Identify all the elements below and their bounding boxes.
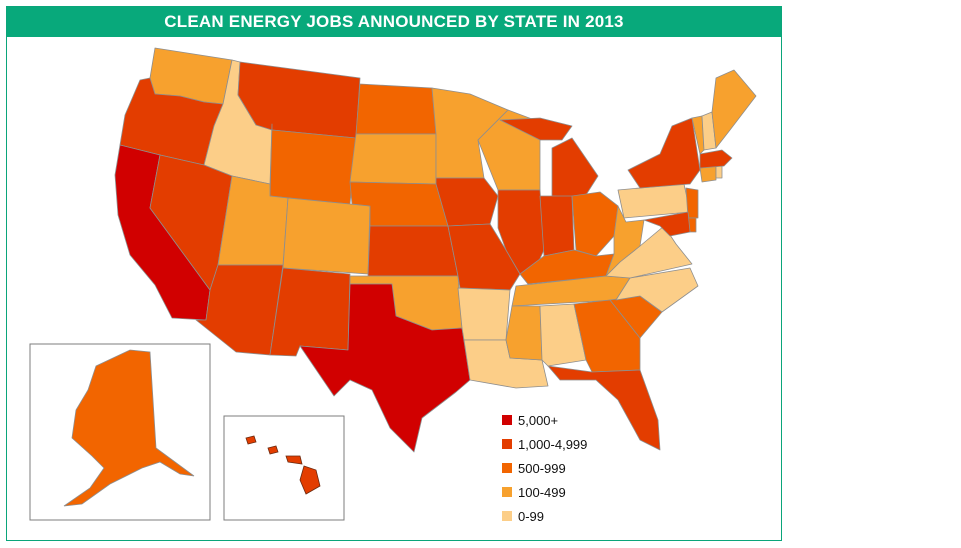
- state-tx: [299, 283, 471, 453]
- state-hi-big-island: [299, 465, 321, 495]
- state-ri: [715, 165, 723, 179]
- legend: 5,000+ 1,000-4,999 500-999 100-499 0-99: [502, 408, 587, 528]
- state-ky: [519, 249, 615, 285]
- state-hi-oahu: [267, 445, 279, 455]
- state-ny: [627, 117, 701, 189]
- state-me: [711, 69, 757, 149]
- state-ma: [699, 149, 733, 169]
- legend-label: 0-99: [518, 508, 545, 524]
- state-ct: [699, 165, 717, 183]
- legend-label: 100-499: [518, 484, 566, 500]
- legend-label: 500-999: [518, 460, 566, 476]
- state-nm: [269, 267, 351, 357]
- hawaii-inset: [223, 415, 345, 521]
- state-hi-kauai: [245, 435, 257, 445]
- legend-item: 5,000+: [502, 408, 587, 432]
- state-oh: [571, 191, 619, 257]
- state-hi-maui: [285, 455, 303, 465]
- legend-label: 5,000+: [518, 412, 559, 428]
- state-wv: [605, 205, 645, 277]
- state-co: [282, 197, 371, 275]
- state-ms: [505, 305, 543, 361]
- map-title: CLEAN ENERGY JOBS ANNOUNCED BY STATE IN …: [7, 7, 781, 37]
- state-al: [539, 303, 587, 367]
- state-fl: [547, 365, 661, 451]
- legend-swatch: [502, 487, 512, 497]
- state-md: [643, 211, 691, 237]
- legend-item: 1,000-4,999: [502, 432, 587, 456]
- legend-label: 1,000-4,999: [518, 436, 588, 452]
- state-ak: [63, 349, 195, 507]
- legend-swatch: [502, 415, 512, 425]
- state-mi: [499, 117, 599, 199]
- legend-item: 0-99: [502, 504, 587, 528]
- alaska-inset: [29, 343, 211, 521]
- legend-item: 500-999: [502, 456, 587, 480]
- state-pa: [617, 183, 691, 219]
- state-in: [539, 195, 575, 257]
- legend-swatch: [502, 511, 512, 521]
- state-mn: [431, 87, 509, 179]
- state-sd: [349, 133, 437, 185]
- state-ks: [367, 225, 459, 277]
- state-nd: [355, 83, 437, 135]
- state-ar: [457, 287, 511, 341]
- state-mo: [447, 223, 521, 291]
- legend-item: 100-499: [502, 480, 587, 504]
- legend-swatch: [502, 439, 512, 449]
- state-nj: [685, 187, 699, 219]
- legend-swatch: [502, 463, 512, 473]
